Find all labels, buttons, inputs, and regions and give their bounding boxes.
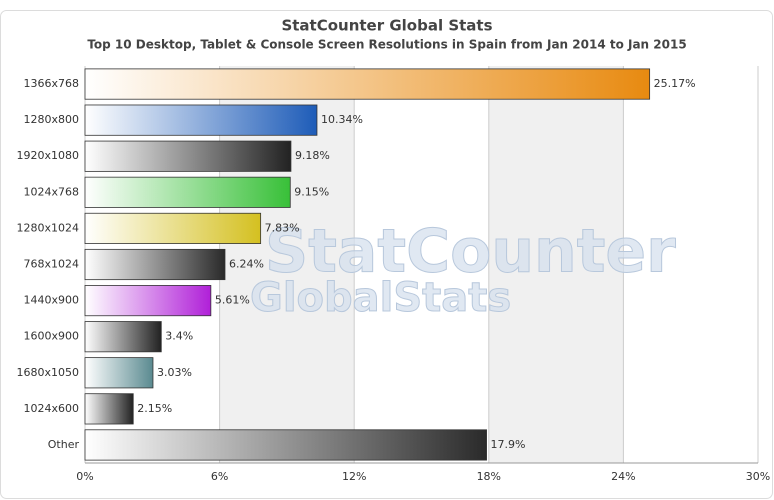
value-label: 10.34% (321, 113, 363, 126)
plot-band (354, 66, 489, 463)
y-tick-label: 1280x1024 (17, 221, 80, 234)
bar (84, 176, 291, 208)
y-tick-label: 1440x900 (24, 294, 80, 307)
x-tick-label: 0% (76, 470, 93, 483)
value-label: 3.4% (165, 330, 193, 343)
bar (84, 393, 134, 425)
bar (84, 68, 651, 100)
bar (84, 429, 487, 461)
value-label: 25.17% (654, 77, 696, 90)
chart-title: StatCounter Global Stats (281, 17, 492, 35)
bar (84, 212, 262, 244)
value-label: 2.15% (137, 402, 172, 415)
bar (84, 104, 318, 136)
x-tick-label: 12% (342, 470, 366, 483)
plot-band (623, 66, 758, 463)
y-tick-label: Other (48, 438, 80, 451)
value-label: 3.03% (157, 366, 192, 379)
y-tick-label: 1600x900 (24, 330, 80, 343)
bar (84, 321, 162, 353)
watermark: StatCounter (265, 217, 676, 287)
x-tick-label: 18% (477, 470, 501, 483)
y-tick-label: 1024x600 (24, 402, 80, 415)
x-tick-label: 30% (746, 470, 770, 483)
bar (84, 357, 154, 389)
x-tick-label: 24% (611, 470, 635, 483)
value-label: 7.83% (265, 221, 300, 234)
bar (84, 140, 292, 172)
value-label: 9.15% (294, 185, 329, 198)
y-tick-label: 1680x1050 (17, 366, 80, 379)
y-tick-label: 1366x768 (24, 77, 80, 90)
watermark: GlobalStats (250, 275, 511, 321)
value-label: 17.9% (491, 438, 526, 451)
value-label: 6.24% (229, 258, 264, 271)
x-tick-label: 6% (211, 470, 228, 483)
y-tick-label: 768x1024 (24, 258, 80, 271)
y-tick-label: 1280x800 (24, 113, 80, 126)
y-tick-label: 1024x768 (24, 185, 80, 198)
value-label: 5.61% (215, 294, 250, 307)
bar (84, 285, 212, 317)
plot-band (488, 66, 624, 463)
value-label: 9.18% (295, 149, 330, 162)
bar (84, 248, 226, 281)
y-tick-label: 1920x1080 (17, 149, 80, 162)
chart-subtitle: Top 10 Desktop, Tablet & Console Screen … (87, 38, 686, 52)
